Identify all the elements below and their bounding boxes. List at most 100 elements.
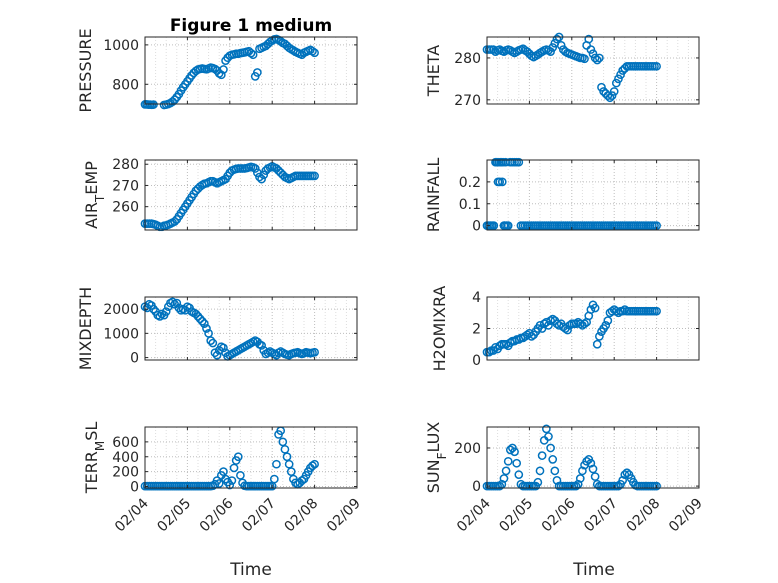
data-point — [537, 451, 547, 460]
x-axis-label-right: Time — [572, 560, 615, 580]
y-axis-label-terr_msl: TERRMSL — [82, 422, 107, 495]
data-point — [601, 321, 611, 330]
data-point — [149, 100, 158, 109]
y-tick-label: 270 — [454, 93, 481, 109]
data-point — [170, 217, 180, 226]
data-point — [170, 95, 180, 105]
data-point — [214, 479, 224, 488]
data-series-sun_flux — [482, 424, 661, 491]
data-point — [552, 34, 562, 44]
data-point — [210, 348, 220, 358]
data-point — [620, 470, 630, 480]
data-point — [563, 325, 572, 335]
data-point — [512, 458, 522, 468]
data-point — [548, 314, 558, 324]
data-point — [590, 53, 600, 63]
data-point — [253, 68, 262, 77]
data-point — [495, 177, 505, 187]
data-point — [202, 324, 211, 333]
data-point — [227, 476, 237, 485]
data-point — [310, 48, 319, 58]
y-axis-label-mixdepth: MIXDEPTH — [76, 287, 95, 370]
subplot-rainfall: 0 0.1 0.2 RAINFALL — [424, 158, 700, 235]
data-point — [197, 316, 207, 326]
data-point — [257, 174, 266, 184]
x-tick-label: 02/08 — [624, 496, 664, 536]
axis-frame — [144, 36, 358, 105]
x-tick-label: 02/05 — [154, 496, 194, 536]
data-point — [219, 467, 228, 476]
y-tick-label: 0 — [130, 480, 139, 496]
x-tick-label: 02/06 — [539, 495, 579, 535]
x-tick-label: 02/09 — [666, 496, 706, 536]
data-point — [592, 339, 602, 349]
y-axis-label-h2omixra: H2OMIXRA — [430, 286, 449, 372]
data-point — [269, 474, 279, 484]
y-tick-label: 0 — [472, 353, 481, 369]
data-point — [544, 321, 553, 330]
data-point — [310, 347, 319, 357]
data-series-terr_msl — [140, 426, 319, 491]
data-point — [603, 316, 613, 325]
data-point — [233, 452, 243, 462]
data-point — [652, 481, 661, 491]
data-point — [614, 74, 623, 84]
axis-frame — [486, 36, 700, 105]
data-point — [590, 472, 600, 481]
data-point — [489, 45, 498, 54]
x-axis-label-left: Time — [229, 560, 272, 580]
data-point — [168, 297, 177, 307]
data-point — [286, 467, 296, 476]
y-tick-label: 400 — [112, 450, 139, 466]
data-point — [280, 444, 290, 454]
data-point — [236, 471, 245, 480]
y-tick-label: 800 — [112, 77, 139, 93]
y-tick-label: 270 — [112, 178, 139, 194]
x-tick-label: 02/06 — [197, 495, 237, 535]
data-point — [514, 470, 524, 480]
axis-frame — [486, 159, 700, 231]
data-series-h2omixra — [482, 300, 661, 357]
data-point — [497, 177, 507, 187]
data-point — [586, 305, 596, 314]
axis-frame — [144, 426, 358, 489]
data-point — [584, 34, 594, 44]
data-point — [193, 312, 203, 321]
data-point — [616, 70, 625, 80]
data-point — [310, 459, 319, 469]
x-tick-label: 02/04 — [454, 495, 494, 535]
data-point — [149, 304, 158, 314]
data-point — [246, 48, 256, 58]
data-point — [607, 91, 617, 100]
data-point — [250, 164, 260, 173]
axis-frame — [486, 426, 700, 489]
plot-area — [487, 160, 699, 230]
data-point — [219, 343, 228, 353]
data-point — [622, 468, 632, 478]
x-tick-label: 02/04 — [112, 495, 152, 535]
data-point — [195, 314, 205, 324]
data-point — [535, 466, 545, 476]
data-point — [592, 55, 602, 65]
data-point — [484, 347, 494, 357]
data-point — [571, 481, 581, 491]
data-point — [582, 456, 591, 466]
data-point — [257, 341, 266, 350]
data-point — [588, 49, 598, 59]
data-point — [611, 78, 621, 88]
data-point — [580, 54, 589, 64]
data-point — [522, 330, 532, 340]
x-tick-label: 02/05 — [496, 496, 536, 536]
data-point — [652, 306, 661, 316]
y-axis-label-pressure: PRESSURE — [76, 28, 95, 112]
x-tick-label: 02/07 — [239, 496, 279, 536]
data-point — [229, 463, 239, 473]
data-point — [212, 350, 222, 360]
data-point — [533, 477, 543, 487]
data-point — [503, 221, 513, 230]
data-point — [499, 474, 509, 483]
y-tick-label: 2000 — [103, 302, 139, 318]
figure-title: Figure 1 medium — [170, 16, 332, 36]
data-point — [248, 50, 258, 60]
